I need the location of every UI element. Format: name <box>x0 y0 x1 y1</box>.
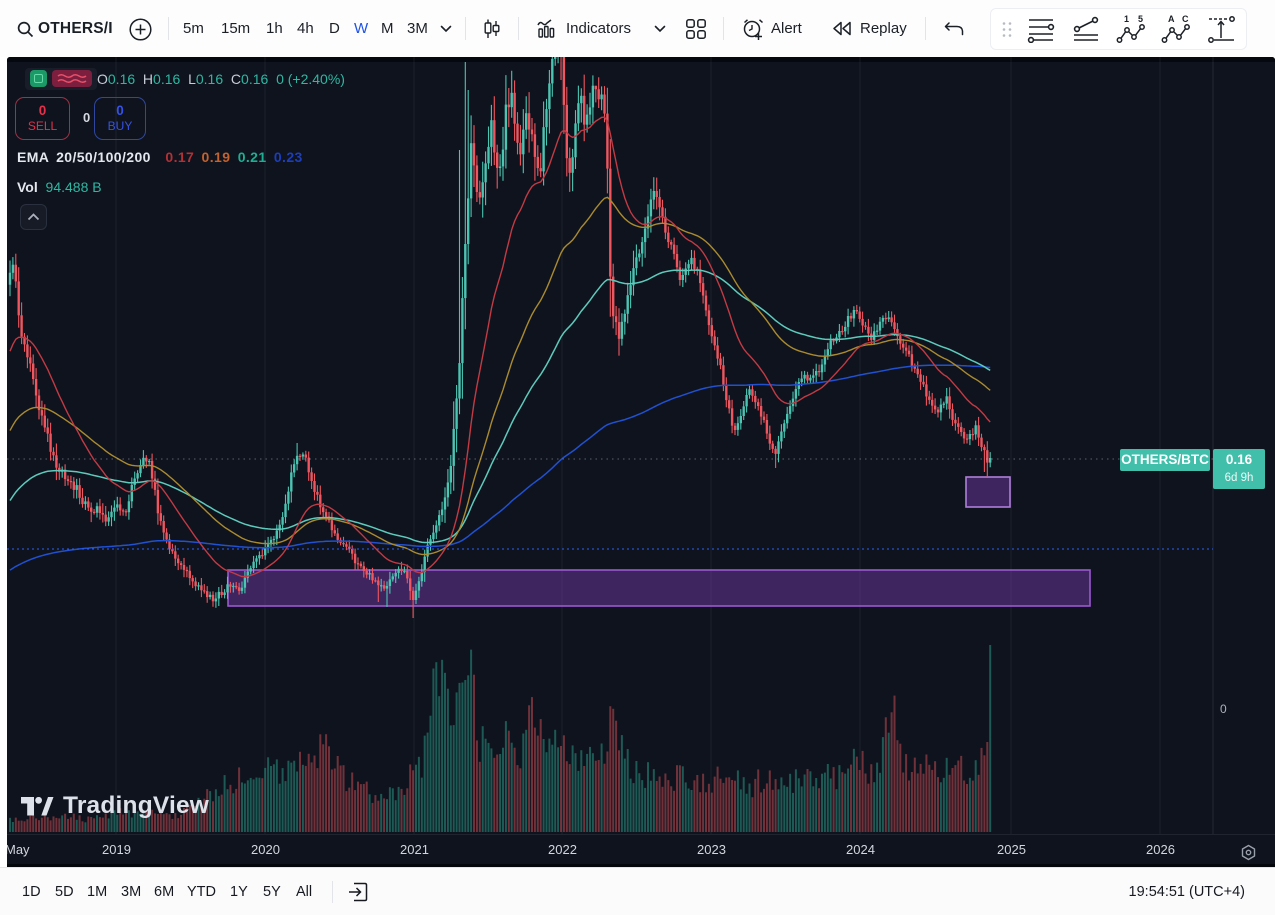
svg-text:5: 5 <box>1138 15 1143 24</box>
svg-text:1: 1 <box>1124 15 1129 24</box>
svg-text:C: C <box>1182 15 1189 24</box>
svg-text:A: A <box>1168 15 1175 24</box>
